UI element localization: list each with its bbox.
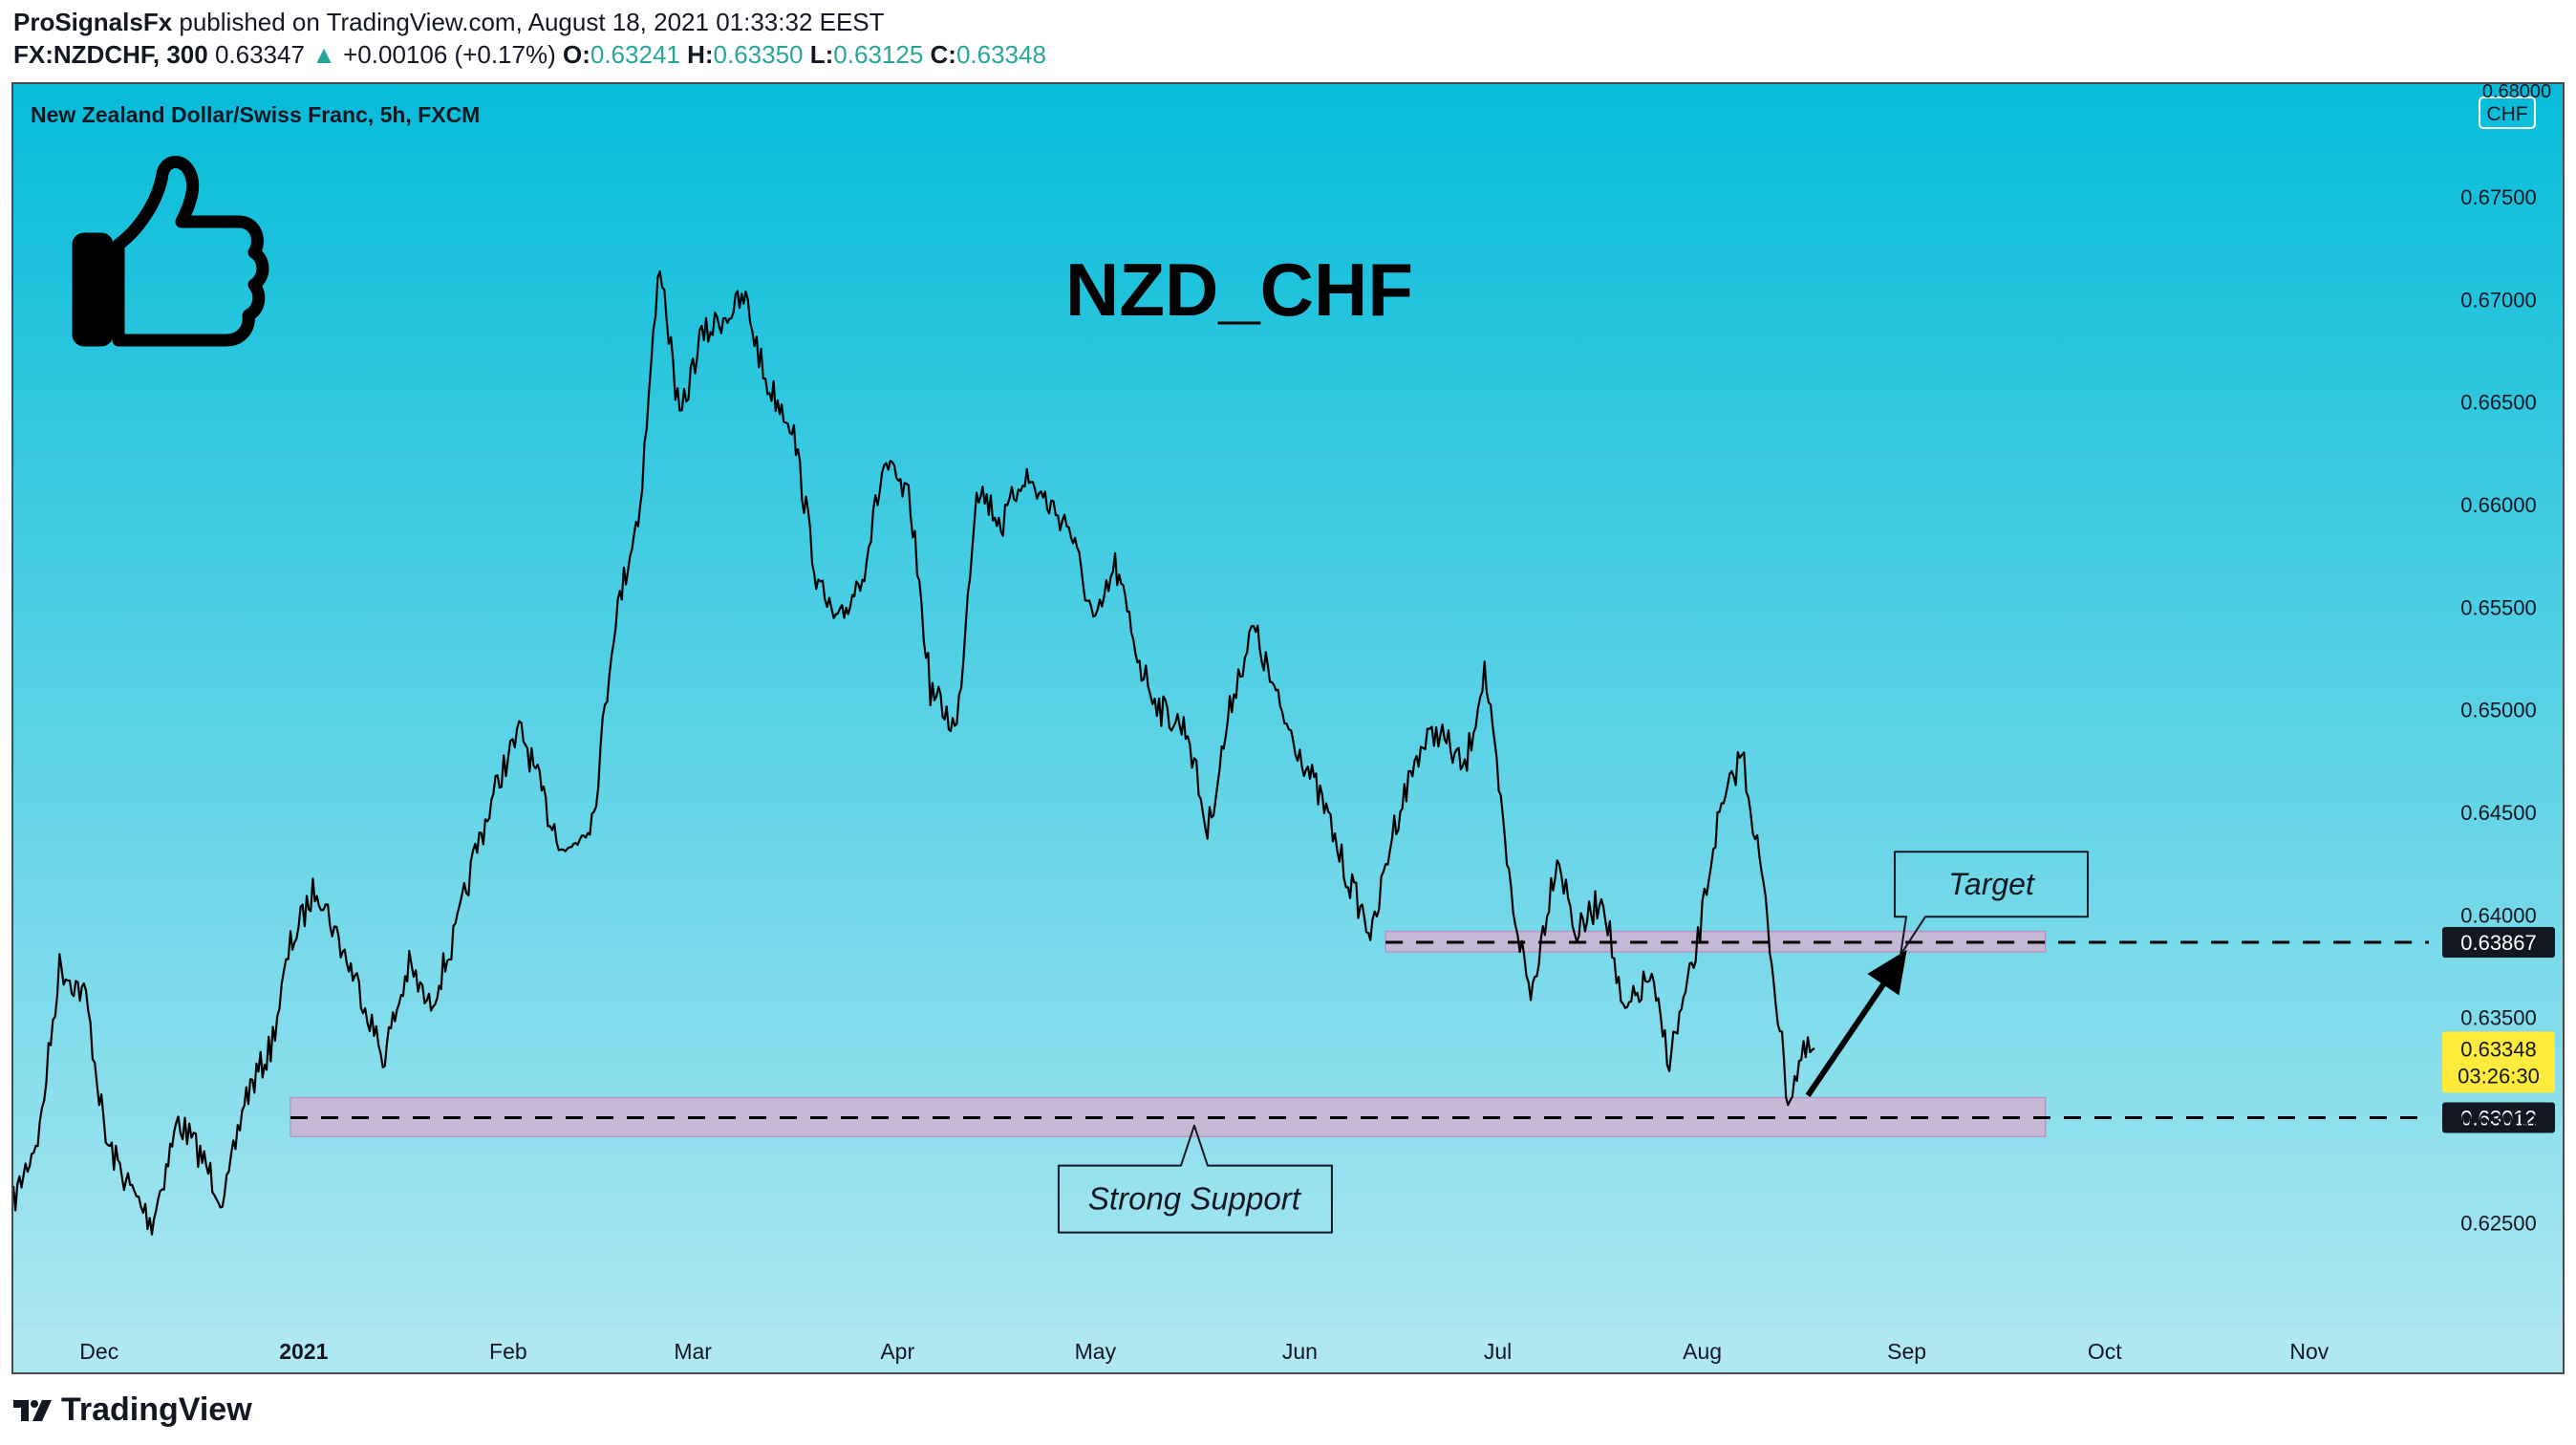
tradingview-logo-icon xyxy=(13,1399,52,1421)
y-tick-label: 0.66000 xyxy=(2460,493,2537,517)
change-value: +0.00106 (+0.17%) xyxy=(343,40,556,69)
ohlc-line: FX:NZDCHF, 300 0.63347 ▲ +0.00106 (+0.17… xyxy=(13,40,1046,70)
y-tick-label: 0.62500 xyxy=(2460,1211,2537,1235)
thumbs-up-icon xyxy=(72,156,269,347)
symbol-label[interactable]: FX:NZDCHF, 300 xyxy=(13,40,208,69)
open-key: O: xyxy=(562,40,590,69)
price-series xyxy=(13,270,1815,1236)
y-tick-label: 0.66500 xyxy=(2460,391,2537,415)
level-price-tag-1 xyxy=(2442,1102,2555,1133)
level-price-label-0: 0.63867 xyxy=(2460,931,2537,955)
publish-line: ProSignalsFx published on TradingView.co… xyxy=(13,8,885,37)
x-tick-label: Nov xyxy=(2289,1339,2329,1364)
x-tick-label: Feb xyxy=(489,1339,527,1364)
y-tick-label: 0.64000 xyxy=(2460,903,2537,927)
bar-countdown-label: 03:26:30 xyxy=(2458,1064,2540,1088)
high-key: H: xyxy=(687,40,714,69)
x-tick-label: Dec xyxy=(79,1339,118,1364)
published-text: published on TradingView.com, August 18,… xyxy=(179,8,885,36)
time-axis[interactable]: Dec 2021 Feb Mar Apr May Jun Jul Aug Sep Oct Nov xyxy=(13,1326,2563,1372)
y-tick-label: 0.65500 xyxy=(2460,595,2537,619)
price-tick-top-cut: 0.68000 xyxy=(2482,84,2551,102)
price-chart[interactable]: 0.63867 0.63012 Target Strong Support Dec 2… xyxy=(13,84,2563,1372)
last-value: 0.63347 xyxy=(214,40,305,69)
high-value: 0.63350 xyxy=(713,40,804,69)
zone-1[interactable] xyxy=(290,1096,2047,1137)
x-tick-label: Mar xyxy=(674,1339,712,1364)
x-tick-label: Oct xyxy=(2088,1339,2122,1364)
close-key: C: xyxy=(930,40,956,69)
tradingview-brand: TradingView xyxy=(61,1391,252,1428)
last-price-tag xyxy=(2442,1031,2555,1093)
levels-layer: 0.63867 0.63012 xyxy=(290,926,2555,1133)
target-arrow-shaft[interactable] xyxy=(1805,982,1886,1097)
y-tick-label: 0.64500 xyxy=(2460,801,2537,825)
low-key: L: xyxy=(809,40,834,69)
price-axis[interactable]: 0.62500 0.63000 0.63500 0.64000 0.64500 0.650… xyxy=(2442,185,2555,1235)
chart-title: NZD_CHF xyxy=(1065,248,1413,332)
level-price-label-1: 0.63012 xyxy=(2460,1106,2537,1130)
support-callout-label: Strong Support xyxy=(1088,1181,1302,1217)
target-callout-box[interactable] xyxy=(1894,851,2090,957)
author-name[interactable]: ProSignalsFx xyxy=(13,8,173,36)
target-callout-label: Target xyxy=(1948,867,2035,901)
x-tick-label: Jun xyxy=(1282,1339,1318,1364)
currency-badge-label: CHF xyxy=(2486,103,2527,125)
x-tick-label: 2021 xyxy=(279,1339,328,1364)
instrument-label: New Zealand Dollar/Swiss Franc, 5h, FXCM xyxy=(31,102,480,127)
low-value: 0.63125 xyxy=(833,40,924,69)
x-tick-label: May xyxy=(1075,1339,1117,1364)
time-axis-band xyxy=(13,1326,2563,1372)
tradingview-logo[interactable]: TradingView xyxy=(13,1391,252,1429)
y-tick-label: 0.67000 xyxy=(2460,288,2537,312)
price-axis-background xyxy=(2435,84,2563,1372)
last-price-label: 0.63348 xyxy=(2460,1037,2537,1061)
target-arrow-head[interactable] xyxy=(1867,949,1907,996)
x-tick-label: Aug xyxy=(1683,1339,1722,1364)
close-value: 0.63348 xyxy=(955,40,1046,69)
y-tick-label: 0.63500 xyxy=(2460,1006,2537,1030)
x-tick-label: Sep xyxy=(1887,1339,1926,1364)
open-value: 0.63241 xyxy=(590,40,680,69)
price-line xyxy=(13,270,1815,1236)
chart-frame[interactable]: 0.63867 0.63012 Target Strong Support Dec 2… xyxy=(11,82,2565,1374)
callouts-layer: Target Strong Support xyxy=(1057,851,2090,1234)
y-tick-label: 0.65000 xyxy=(2460,699,2537,722)
y-tick-label: 0.67500 xyxy=(2460,185,2537,209)
x-tick-label: Apr xyxy=(880,1339,914,1364)
target-arrow-layer xyxy=(1805,949,1907,1097)
level-price-tag-0 xyxy=(2442,926,2555,958)
currency-badge[interactable]: CHF xyxy=(2479,97,2536,129)
plot-background xyxy=(13,84,2435,1372)
support-callout-box[interactable] xyxy=(1057,1124,1333,1234)
y-tick-label: 0.63000 xyxy=(2460,1109,2537,1132)
x-tick-label: Jul xyxy=(1484,1339,1512,1364)
up-arrow-icon: ▲ xyxy=(311,40,336,69)
